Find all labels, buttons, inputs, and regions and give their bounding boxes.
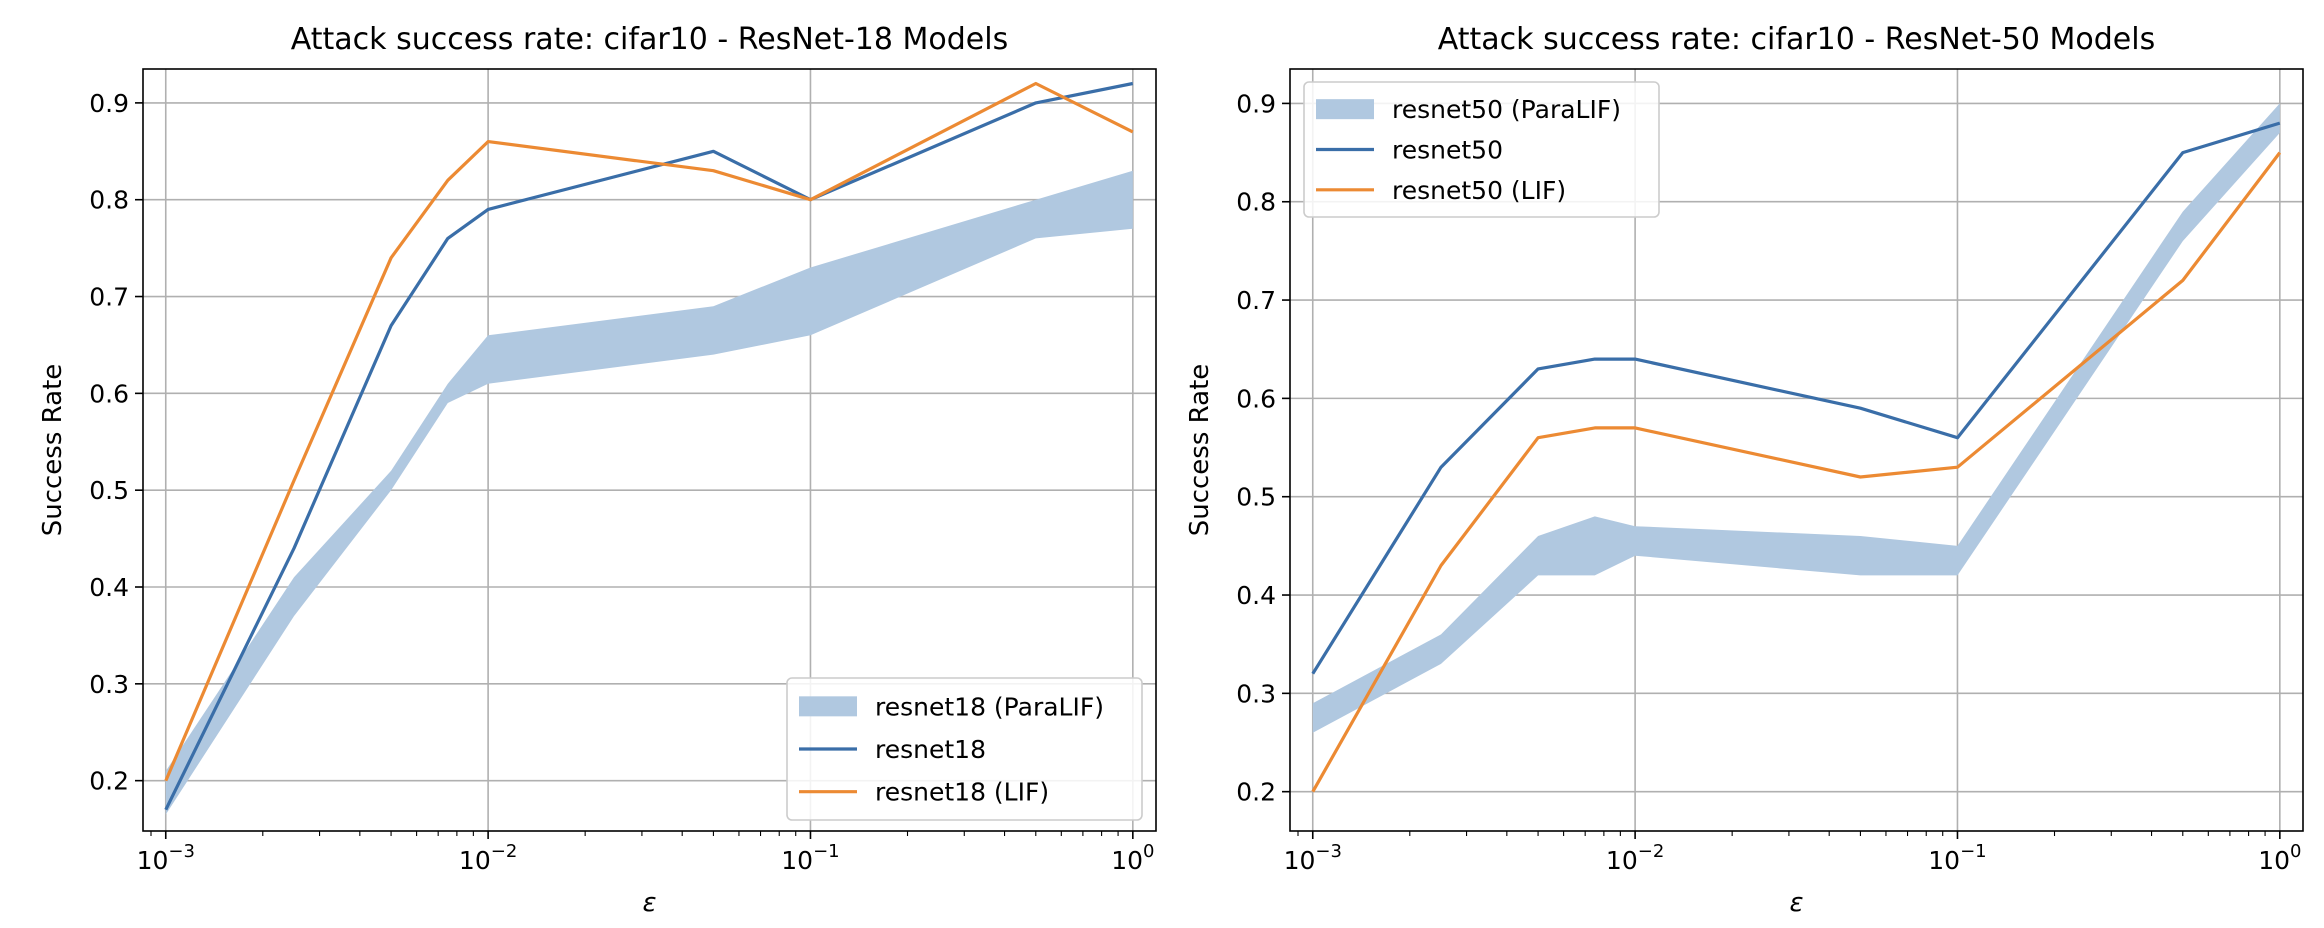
legend-label: resnet18 (LIF): [875, 778, 1049, 807]
x-tick-label: 10−3: [137, 841, 195, 875]
series-line-resnet50-lif-: [1311, 151, 2282, 793]
x-axis-label: ε: [642, 888, 656, 918]
y-tick-label: 0.6: [1236, 384, 1276, 413]
legend-swatch-band: [799, 696, 857, 717]
confidence-band: [1312, 103, 2280, 733]
y-axis-label: Success Rate: [1185, 364, 1215, 537]
x-tick-label: 100: [2258, 841, 2301, 875]
x-tick-label: 10−2: [1606, 841, 1664, 875]
y-tick-label: 0.3: [89, 670, 129, 699]
legend-label: resnet18 (ParaLIF): [875, 692, 1104, 721]
y-tick-label: 0.5: [1236, 483, 1276, 512]
legend-label: resnet50 (ParaLIF): [1392, 95, 1621, 124]
y-axis-label: Success Rate: [38, 364, 68, 537]
x-tick-label: 10−1: [1928, 841, 1986, 875]
x-tick-label: 10−1: [781, 841, 839, 875]
y-tick-label: 0.3: [1236, 679, 1276, 708]
y-tick-label: 0.9: [89, 89, 129, 118]
legend-swatch-band: [1316, 99, 1374, 120]
confidence-band: [165, 170, 1133, 815]
y-tick-label: 0.9: [1236, 89, 1276, 118]
y-tick-label: 0.2: [89, 767, 129, 796]
y-tick-label: 0.4: [89, 573, 129, 602]
series-line-resnet18-lif-: [164, 81, 1134, 782]
legend-label: resnet18: [875, 735, 986, 764]
plot-frame: [1289, 68, 2304, 832]
legend-label: resnet50 (LIF): [1392, 176, 1566, 205]
y-tick-label: 0.2: [1236, 778, 1276, 807]
y-tick-label: 0.5: [89, 476, 129, 505]
legend-box: [786, 677, 1143, 821]
x-axis-label: ε: [1789, 888, 1803, 918]
plot-frame: [142, 68, 1157, 832]
y-tick-label: 0.8: [1236, 188, 1276, 217]
chart-title: Attack success rate: cifar10 - ResNet-18…: [291, 22, 1008, 57]
x-tick-label: 100: [1111, 841, 1154, 875]
y-tick-label: 0.4: [1236, 581, 1276, 610]
series-line-resnet18: [164, 81, 1134, 811]
chart-panel-2: 0.2 0.3 0.4 0.5 0.6 0.7 0.8 0.9 10−3 10−2 10−1 100 A…: [1185, 22, 2304, 918]
legend-label: resnet50: [1392, 136, 1503, 165]
x-tick-label: 10−3: [1284, 841, 1342, 875]
legend-box: [1303, 81, 1660, 218]
y-tick-label: 0.6: [89, 379, 129, 408]
chart-panel-1: 0.2 0.3 0.4 0.5 0.6 0.7 0.8 0.9 10−3 10−2 10−1 100 A…: [38, 22, 1157, 918]
legend: resnet18 (ParaLIF) resnet18 resnet18 (LIF): [786, 677, 1143, 821]
legend: resnet50 (ParaLIF) resnet50 resnet50 (LIF): [1303, 81, 1660, 218]
chart-title: Attack success rate: cifar10 - ResNet-50…: [1438, 22, 2155, 57]
series-line-resnet50: [1311, 121, 2281, 675]
y-tick-label: 0.7: [89, 283, 129, 312]
y-tick-label: 0.8: [89, 186, 129, 215]
y-tick-label: 0.7: [1236, 286, 1276, 315]
x-tick-label: 10−2: [459, 841, 517, 875]
